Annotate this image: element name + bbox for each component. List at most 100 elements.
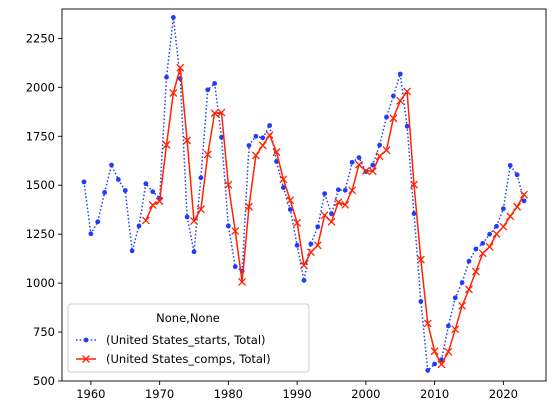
data-point — [499, 222, 508, 231]
data-point — [272, 148, 281, 157]
data-point — [416, 255, 425, 264]
series-layer — [81, 15, 528, 373]
data-point — [521, 198, 527, 204]
data-point — [370, 162, 376, 168]
data-point — [432, 361, 438, 367]
data-point — [471, 267, 480, 276]
data-point — [286, 196, 295, 205]
data-point — [356, 155, 362, 161]
data-point — [397, 71, 403, 77]
legend-title: None,None — [156, 311, 220, 325]
x-tick-label: 2010 — [420, 387, 449, 401]
data-point — [423, 319, 432, 328]
series-comps — [141, 63, 528, 369]
data-point — [141, 216, 150, 225]
data-point — [459, 280, 465, 285]
data-point — [452, 295, 458, 301]
data-point — [280, 185, 286, 190]
y-tick-label: 1500 — [26, 178, 55, 192]
data-point — [480, 240, 486, 246]
data-point — [300, 261, 308, 270]
data-point — [198, 175, 204, 181]
data-point — [410, 180, 418, 189]
data-point — [492, 230, 501, 238]
legend: None,None (United States_starts, Total) … — [67, 303, 310, 373]
data-point — [451, 325, 460, 334]
data-point — [506, 212, 515, 221]
data-point — [487, 231, 493, 237]
data-point — [322, 191, 328, 197]
data-point — [225, 223, 231, 229]
data-point — [95, 219, 101, 225]
data-point — [217, 108, 226, 117]
data-point — [136, 223, 142, 229]
legend-entry-comps: (United States_comps, Total) — [106, 352, 271, 366]
data-point — [265, 131, 274, 140]
data-point — [232, 264, 238, 270]
data-point — [361, 166, 370, 175]
y-tick-label: 2250 — [26, 31, 55, 45]
data-point — [485, 242, 494, 251]
data-point — [109, 162, 114, 168]
y-tick-label: 1000 — [26, 276, 55, 290]
data-point — [355, 160, 363, 169]
data-point — [258, 141, 267, 150]
data-point — [473, 246, 479, 252]
data-point — [164, 74, 169, 80]
series-line — [145, 66, 525, 366]
data-point — [169, 89, 178, 97]
data-point — [143, 181, 149, 187]
data-point — [210, 109, 219, 118]
series-line — [83, 16, 525, 372]
data-point — [293, 218, 302, 227]
data-point — [418, 299, 424, 304]
data-point — [246, 143, 252, 148]
data-point — [81, 179, 87, 185]
legend-swatch-starts-marker — [83, 337, 89, 343]
data-point — [102, 190, 108, 195]
series-starts — [81, 15, 527, 373]
data-point — [375, 152, 384, 161]
data-point — [389, 114, 398, 123]
data-point — [320, 211, 329, 220]
data-point — [245, 202, 253, 211]
data-point — [520, 190, 528, 199]
data-point — [205, 87, 211, 93]
data-point — [404, 123, 410, 129]
data-point — [190, 217, 198, 225]
data-point — [294, 242, 300, 248]
y-tick-label: 1750 — [26, 129, 55, 143]
data-point — [279, 175, 288, 184]
x-tick-label: 1960 — [76, 387, 105, 401]
data-point — [313, 241, 322, 250]
data-point — [148, 201, 157, 209]
data-point — [176, 63, 185, 72]
data-point — [425, 368, 431, 373]
y-tick-label: 2000 — [26, 80, 55, 94]
data-point — [224, 180, 233, 189]
data-point — [88, 231, 94, 237]
data-point — [308, 241, 314, 247]
data-point — [500, 206, 506, 212]
data-point — [377, 142, 383, 148]
x-tick-label: 2020 — [489, 387, 518, 401]
data-point — [329, 211, 334, 217]
data-point — [334, 198, 343, 207]
data-point — [349, 159, 355, 165]
data-point — [219, 134, 224, 140]
data-point — [212, 81, 218, 86]
data-point — [253, 133, 259, 139]
y-tick-label: 1250 — [26, 227, 55, 241]
data-point — [315, 224, 321, 230]
data-point — [465, 285, 473, 294]
data-point — [368, 167, 377, 176]
data-point — [466, 258, 472, 264]
data-point — [437, 360, 446, 369]
data-point — [238, 277, 247, 286]
data-point — [260, 135, 266, 141]
data-point — [458, 301, 467, 310]
data-point — [342, 187, 348, 193]
data-point — [191, 249, 197, 255]
data-point — [494, 223, 499, 229]
